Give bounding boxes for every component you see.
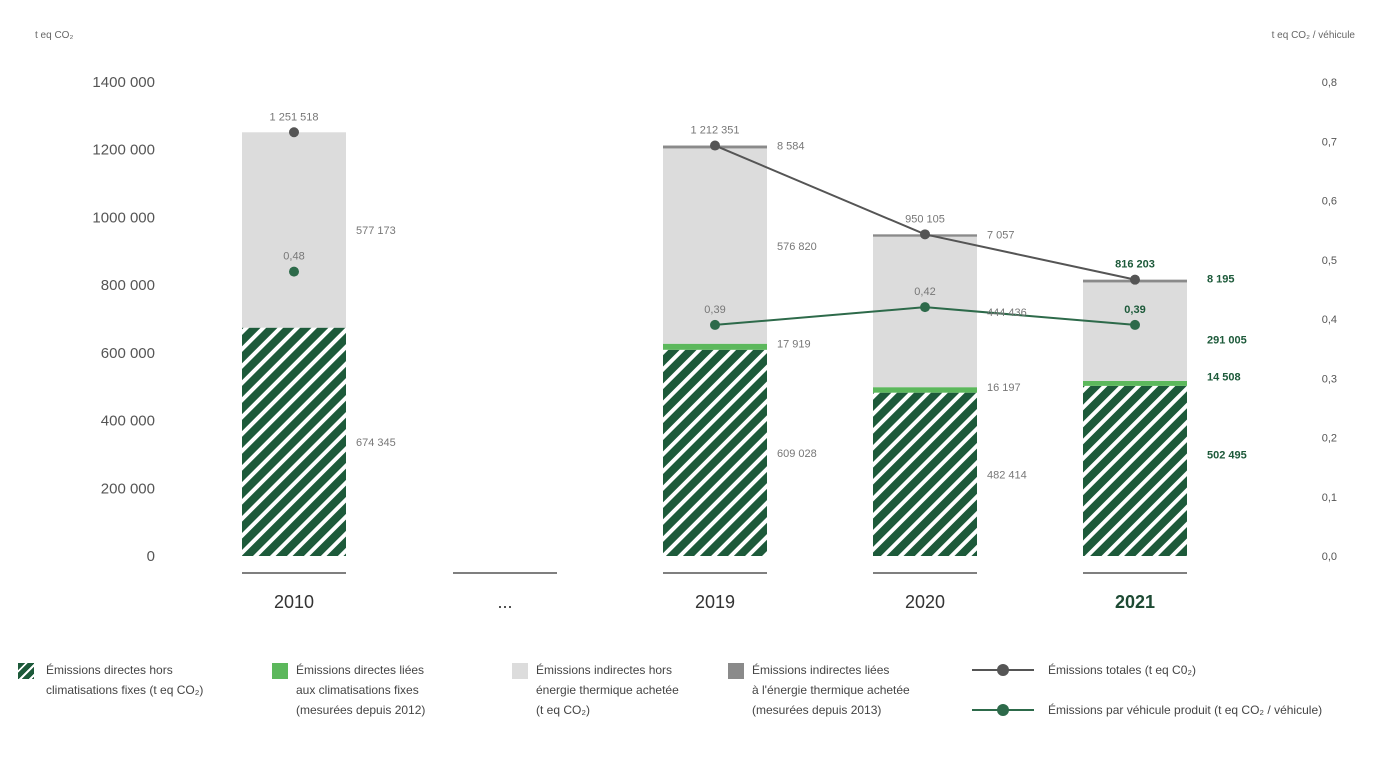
legend-swatch-thermal <box>728 663 744 679</box>
segment-label: 17 919 <box>777 339 811 351</box>
segment-label: 291 005 <box>1207 334 1247 346</box>
line-point-label: 950 105 <box>905 213 945 225</box>
segment-label: 8 584 <box>777 141 805 153</box>
line-point-label: 0,42 <box>914 286 935 298</box>
bar-clim-4 <box>1083 380 1187 386</box>
legend-label: Émissions indirectes hors énergie thermi… <box>536 663 679 717</box>
y-right-tick: 0,2 <box>1322 433 1337 445</box>
line-point-label: 0,48 <box>283 251 304 263</box>
segment-label: 16 197 <box>987 382 1021 394</box>
line-point-label: 1 251 518 <box>270 111 319 123</box>
segment-label: 577 173 <box>356 225 396 237</box>
line-point-0 <box>289 127 299 138</box>
x-category-label: 2021 <box>1115 592 1155 612</box>
segment-label: 609 028 <box>777 448 817 460</box>
x-category-label: ... <box>497 592 512 612</box>
y-left-tick: 1200 000 <box>92 142 155 159</box>
bar-indirect-4 <box>1083 282 1187 381</box>
emissions-chart: t eq CO₂ t eq CO₂ / véhicule 1400 000 120… <box>35 30 1356 612</box>
y-left-tick: 200 000 <box>101 480 155 497</box>
bar-indirect-0 <box>242 132 346 328</box>
bar-direct-3 <box>873 392 977 556</box>
y-right-tick: 0,6 <box>1322 196 1337 208</box>
y-right-unit: t eq CO₂ / véhicule <box>1272 30 1356 41</box>
legend-swatch-vehicle_line <box>972 704 1034 716</box>
y-left-unit: t eq CO₂ <box>35 30 73 41</box>
x-category-label: 2010 <box>274 592 314 612</box>
y-right-tick: 0,5 <box>1322 255 1337 267</box>
legend-label: Émissions par véhicule produit (t eq CO₂… <box>1048 703 1323 717</box>
segment-label: 482 414 <box>987 469 1027 481</box>
legend-marker <box>997 664 1009 676</box>
line-point-0 <box>710 140 720 151</box>
segment-label: 502 495 <box>1207 449 1247 461</box>
bar-direct-2 <box>663 349 767 556</box>
legend-label: Émissions directes liées aux climatisati… <box>296 663 426 717</box>
legend-item-total_line: Émissions totales (t eq C0₂) <box>1048 660 1196 680</box>
line-point-0 <box>920 229 930 240</box>
y-right-tick: 0,3 <box>1322 373 1337 385</box>
y-left-tick: 800 000 <box>101 277 155 294</box>
line-point-1 <box>920 302 930 313</box>
y-right-tick: 0,0 <box>1322 551 1337 563</box>
legend-item-vehicle_line: Émissions par véhicule produit (t eq CO₂… <box>1048 700 1322 720</box>
legend-item-direct: Émissions directes hors climatisations f… <box>46 660 203 700</box>
line-point-1 <box>1130 319 1140 330</box>
y-left-tick: 400 000 <box>101 413 155 430</box>
y-left-tick: 600 000 <box>101 345 155 362</box>
line-point-label: 1 212 351 <box>691 125 740 137</box>
bar-direct-0 <box>242 327 346 556</box>
line-point-1 <box>289 266 299 277</box>
legend-marker <box>997 704 1009 716</box>
legend-label: Émissions totales (t eq C0₂) <box>1048 663 1197 677</box>
y-left-tick: 0 <box>147 548 155 565</box>
segment-label: 674 345 <box>356 437 396 449</box>
chart-legend: Émissions directes hors climatisations f… <box>0 660 1400 750</box>
legend-swatch-clim <box>272 663 288 679</box>
bar-direct-4 <box>1083 385 1187 556</box>
line-point-label: 0,39 <box>704 304 725 316</box>
y-left-tick: 1400 000 <box>92 74 155 91</box>
line-point-1 <box>710 319 720 330</box>
legend-label: Émissions directes hors climatisations f… <box>46 663 204 697</box>
segment-label: 576 820 <box>777 241 817 253</box>
legend-label: Émissions indirectes liées à l'énergie t… <box>752 663 910 717</box>
legend-swatch-total_line <box>972 664 1034 676</box>
segment-label: 7 057 <box>987 229 1015 241</box>
y-right-tick: 0,4 <box>1322 314 1337 326</box>
bar-indirect-2 <box>663 148 767 344</box>
bar-clim-2 <box>663 343 767 350</box>
segment-label: 444 436 <box>987 307 1027 319</box>
y-right-tick: 0,7 <box>1322 136 1337 148</box>
legend-item-indirect: Émissions indirectes hors énergie thermi… <box>536 660 679 720</box>
x-category-label: 2020 <box>905 592 945 612</box>
legend-swatch-direct <box>18 663 34 679</box>
y-right-tick: 0,1 <box>1322 492 1337 504</box>
line-point-0 <box>1130 274 1140 285</box>
y-left-tick: 1000 000 <box>92 209 155 226</box>
legend-item-thermal: Émissions indirectes liées à l'énergie t… <box>752 660 910 720</box>
legend-item-clim: Émissions directes liées aux climatisati… <box>296 660 425 720</box>
bar-clim-3 <box>873 387 977 393</box>
segment-label: 8 195 <box>1207 273 1235 285</box>
line-point-label: 816 203 <box>1115 259 1155 271</box>
y-right-tick: 0,8 <box>1322 77 1337 89</box>
segment-label: 14 508 <box>1207 372 1241 384</box>
x-category-label: 2019 <box>695 592 735 612</box>
line-point-label: 0,39 <box>1124 304 1145 316</box>
legend-swatch-indirect <box>512 663 528 679</box>
